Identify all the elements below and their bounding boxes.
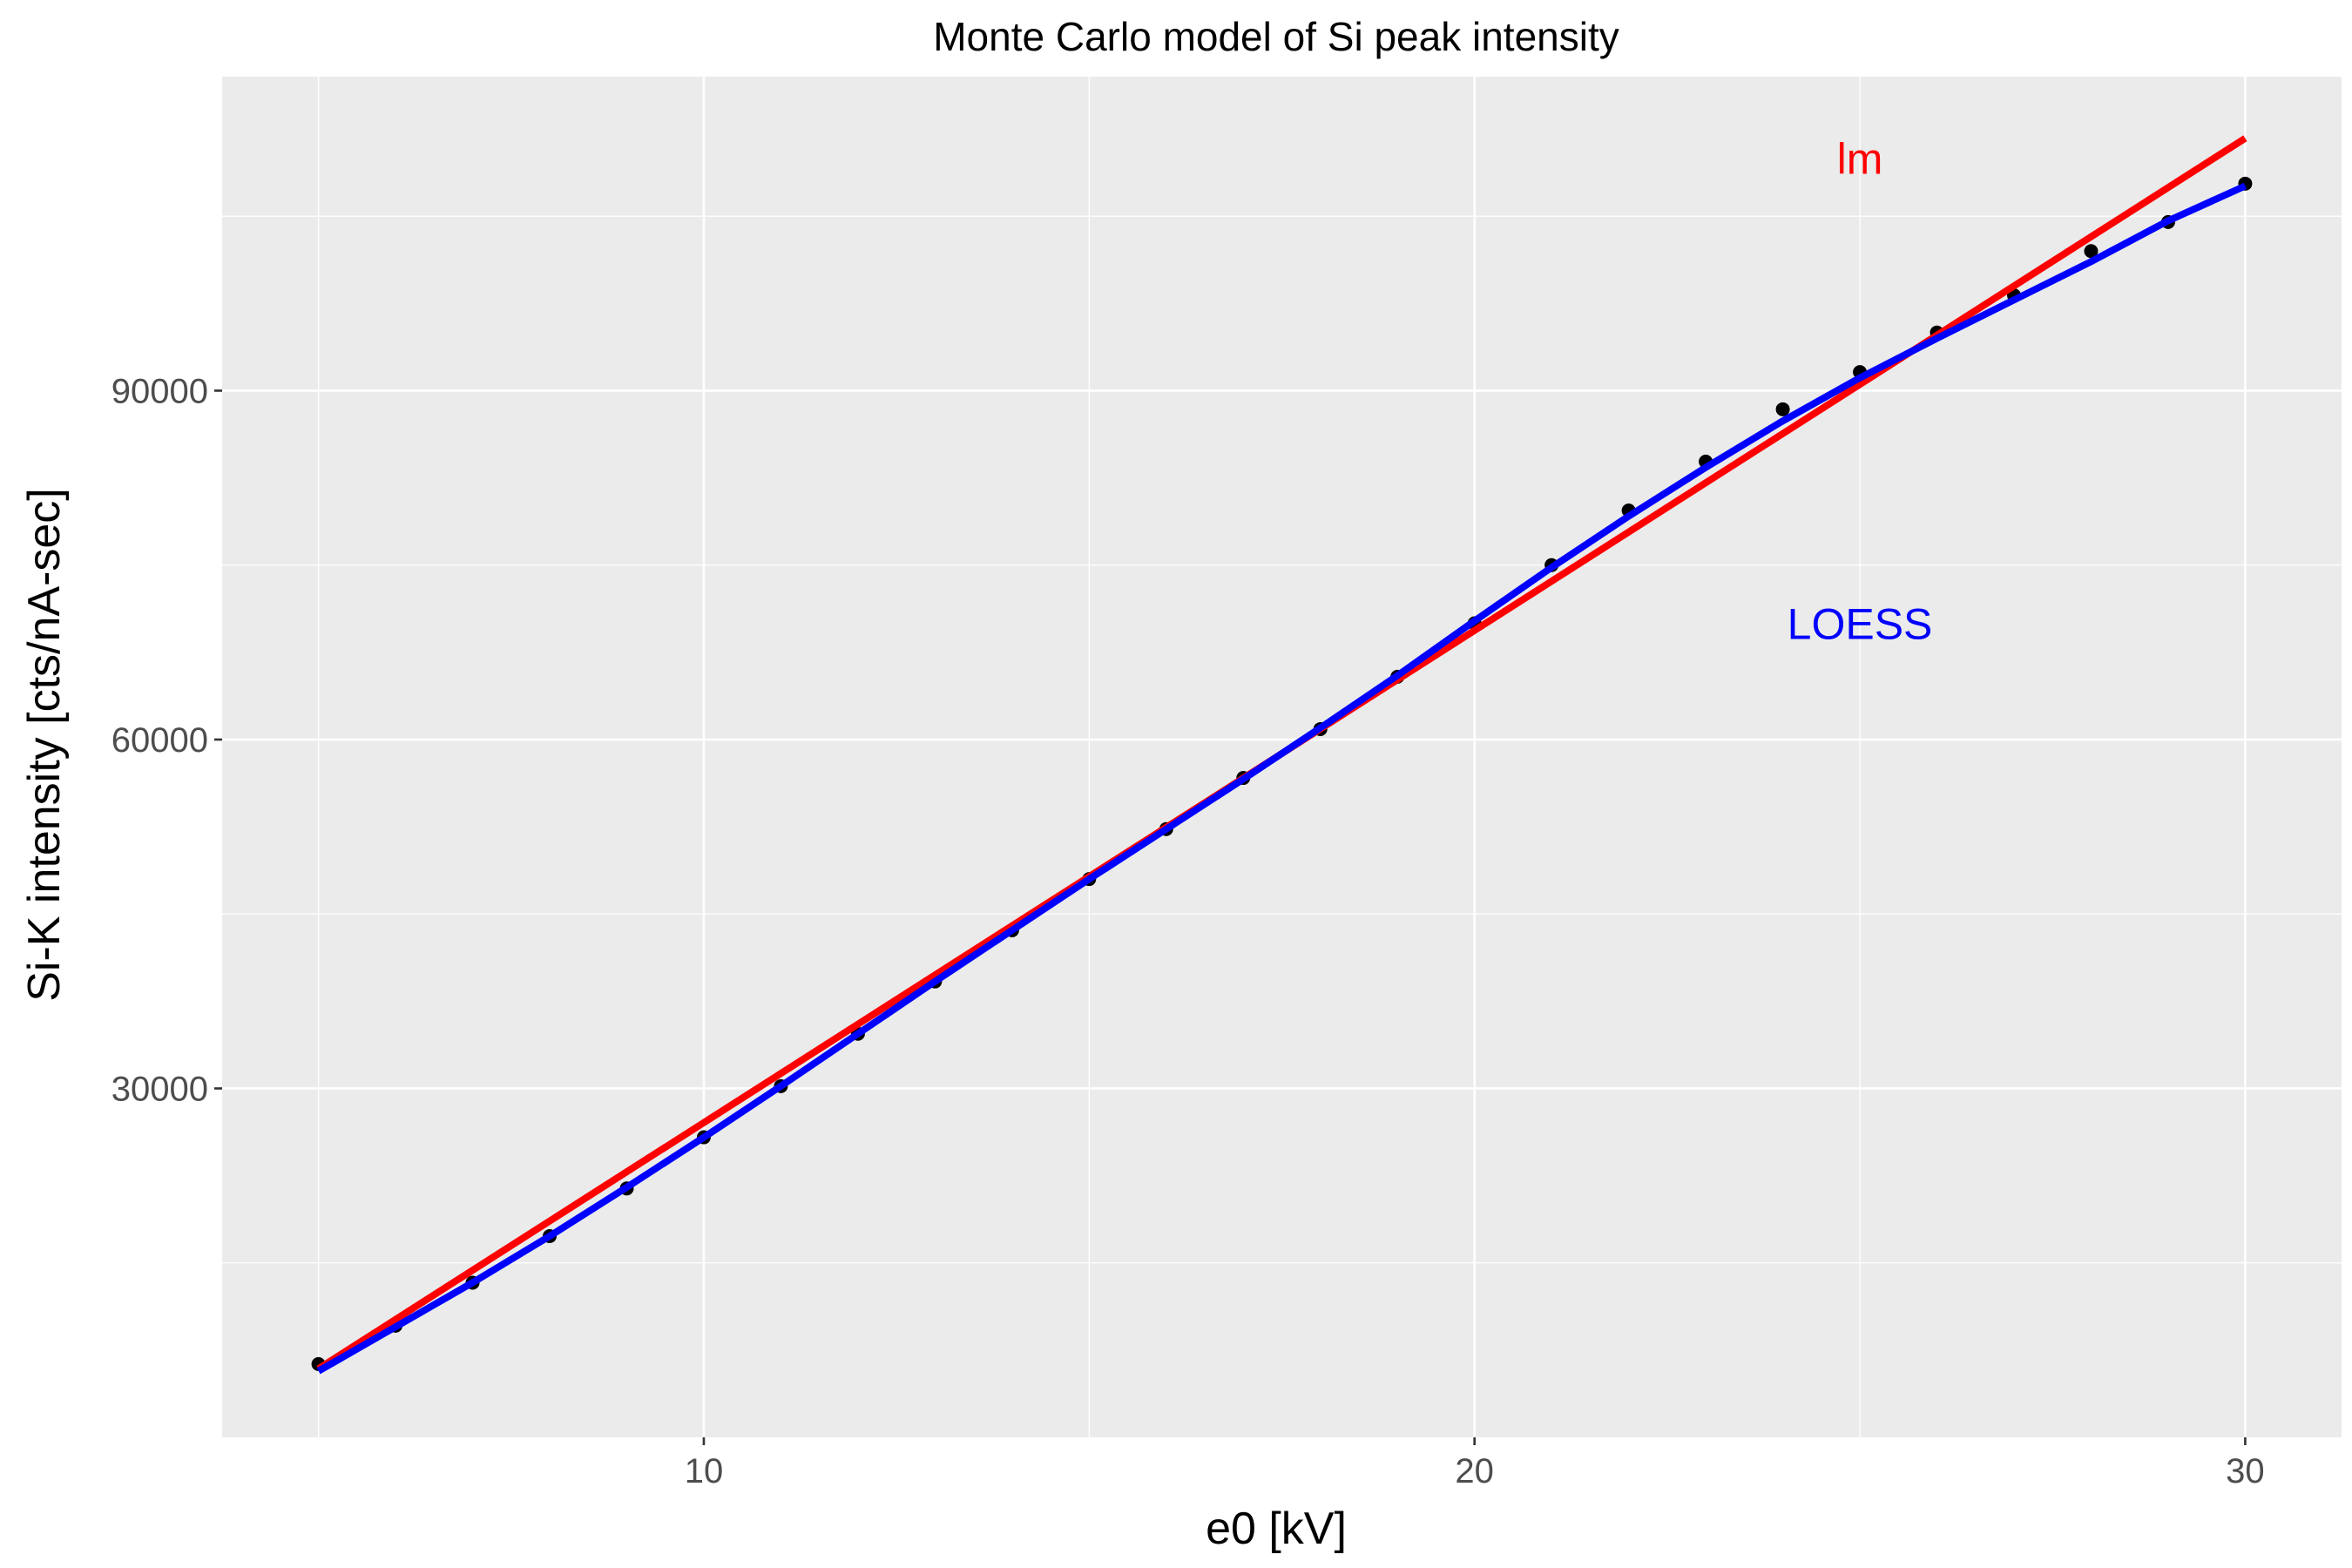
annotation-loess: LOESS bbox=[1788, 599, 1933, 648]
series-line-loess bbox=[316, 182, 2247, 1375]
y-tick-label: 60000 bbox=[112, 721, 208, 760]
x-axis-title: e0 [kV] bbox=[1206, 1504, 1347, 1554]
data-point bbox=[1775, 402, 1790, 416]
y-tick-label: 90000 bbox=[112, 372, 208, 410]
chart-title: Monte Carlo model of Si peak intensity bbox=[933, 14, 1619, 59]
x-tick-label: 20 bbox=[1455, 1452, 1494, 1490]
x-tick-label: 30 bbox=[2226, 1452, 2265, 1490]
data-point bbox=[2084, 244, 2099, 259]
annotation-lm: lm bbox=[1837, 134, 1883, 183]
x-tick-label: 10 bbox=[685, 1452, 724, 1490]
y-axis-title: Si-K intensity [cts/nA-sec] bbox=[19, 488, 70, 1002]
y-tick-label: 30000 bbox=[112, 1070, 208, 1108]
